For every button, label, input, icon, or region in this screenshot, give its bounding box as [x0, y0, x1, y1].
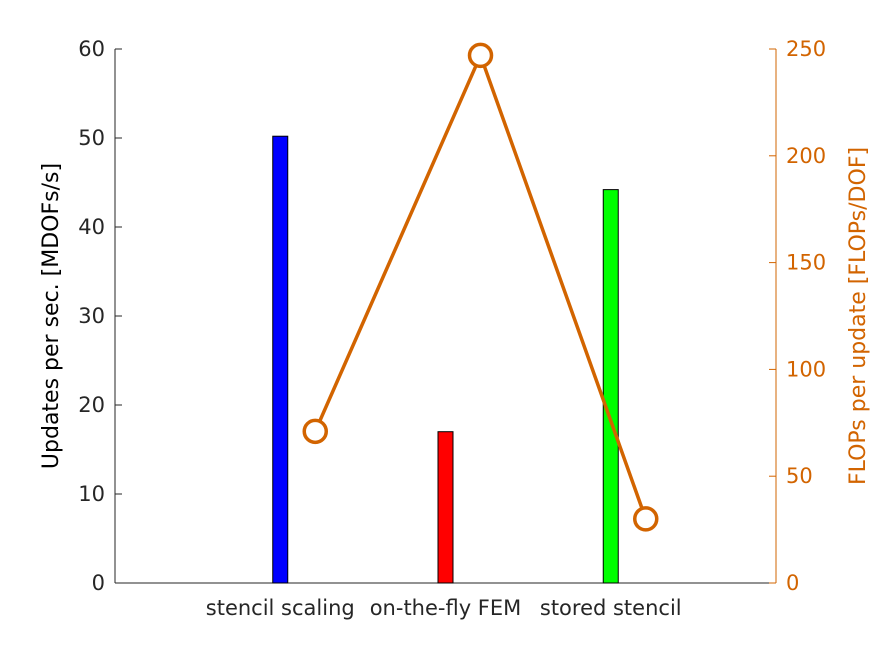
- left-tick-label: 20: [78, 393, 105, 417]
- right-axis-title: FLOPs per update [FLOPs/DOF]: [846, 147, 871, 485]
- left-tick-label: 10: [78, 482, 105, 506]
- axes: 0 10 20 30 40 50 60 0 50 100 150 200 250 stencil scal…: [78, 37, 826, 620]
- line-point: [302, 418, 328, 445]
- x-tick-label: stored stencil: [540, 596, 682, 620]
- left-axis-title: Updates per sec. [MDOFs/s]: [39, 163, 64, 469]
- labels: Updates per sec. [MDOFs/s] FLOPs per upd…: [39, 147, 871, 485]
- right-tick-label: 150: [786, 251, 826, 275]
- bar-series: [272, 135, 619, 584]
- right-tick-label: 50: [786, 464, 813, 488]
- right-tick-label: 200: [786, 144, 826, 168]
- x-tick-label: stencil scaling: [206, 596, 355, 620]
- right-tick-label: 250: [786, 37, 826, 61]
- left-tick-label: 60: [78, 37, 105, 61]
- left-tick-label: 40: [78, 215, 105, 239]
- bar: [437, 431, 454, 584]
- left-tick-label: 50: [78, 126, 105, 150]
- left-tick-label: 0: [92, 571, 105, 595]
- x-tick-label: on-the-fly FEM: [370, 596, 522, 620]
- right-tick-label: 0: [786, 571, 799, 595]
- line-path: [313, 53, 648, 520]
- right-tick-label: 100: [786, 357, 826, 381]
- bar: [272, 135, 289, 584]
- left-tick-label: 30: [78, 304, 105, 328]
- line-point: [633, 506, 659, 532]
- bar: [602, 189, 619, 584]
- line-series: [302, 42, 659, 532]
- line-point: [467, 42, 494, 69]
